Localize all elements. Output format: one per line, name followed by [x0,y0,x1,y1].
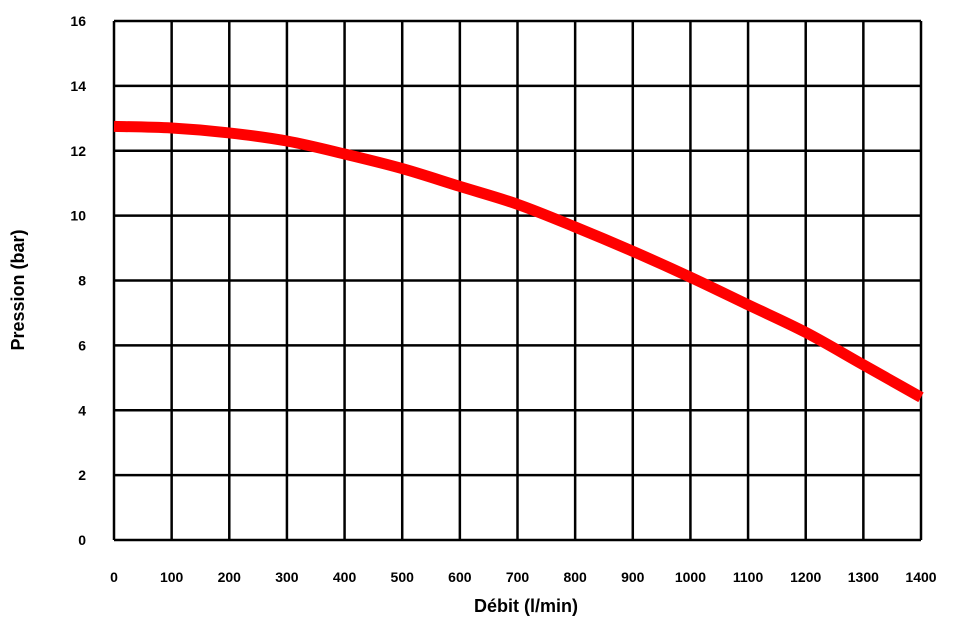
y-tick-label: 14 [70,78,86,94]
x-tick-label: 200 [218,569,242,585]
y-tick-label: 6 [78,337,86,353]
y-axis-label: Pression (bar) [8,229,28,350]
x-tick-label: 400 [333,569,357,585]
x-tick-label: 1400 [905,569,936,585]
y-tick-label: 8 [78,273,86,289]
pressure-curve [113,120,924,403]
x-tick-label: 1100 [733,569,764,585]
y-tick-label: 16 [70,13,86,29]
y-tick-label: 0 [78,532,86,548]
x-axis-label: Débit (l/min) [474,596,578,616]
y-tick-label: 2 [78,467,86,483]
series-group [113,120,924,403]
x-tick-labels: 0 100 200 300 400 500 600 700 800 900 1000 1100 1200… [110,569,937,585]
x-tick-label: 500 [391,569,415,585]
y-tick-labels: 0 2 4 6 8 10 12 14 16 [70,13,86,548]
x-tick-label: 1200 [790,569,821,585]
y-tick-label: 4 [78,402,86,418]
x-tick-label: 300 [275,569,299,585]
x-tick-label: 600 [448,569,472,585]
grid [112,19,923,542]
y-tick-label: 10 [70,208,86,224]
x-tick-label: 1000 [675,569,706,585]
y-tick-label: 12 [70,143,86,159]
x-tick-label: 100 [160,569,184,585]
x-tick-label: 1300 [848,569,879,585]
x-tick-label: 0 [110,569,118,585]
x-tick-label: 800 [563,569,587,585]
x-tick-label: 900 [621,569,645,585]
x-tick-label: 700 [506,569,530,585]
